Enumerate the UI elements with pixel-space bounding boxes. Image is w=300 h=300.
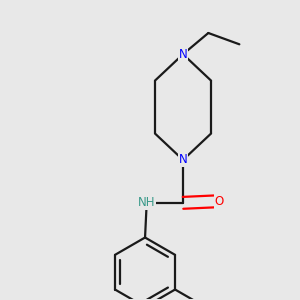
Text: N: N bbox=[178, 153, 188, 167]
Text: NH: NH bbox=[138, 196, 155, 209]
Text: O: O bbox=[215, 195, 224, 208]
Text: N: N bbox=[178, 48, 188, 61]
